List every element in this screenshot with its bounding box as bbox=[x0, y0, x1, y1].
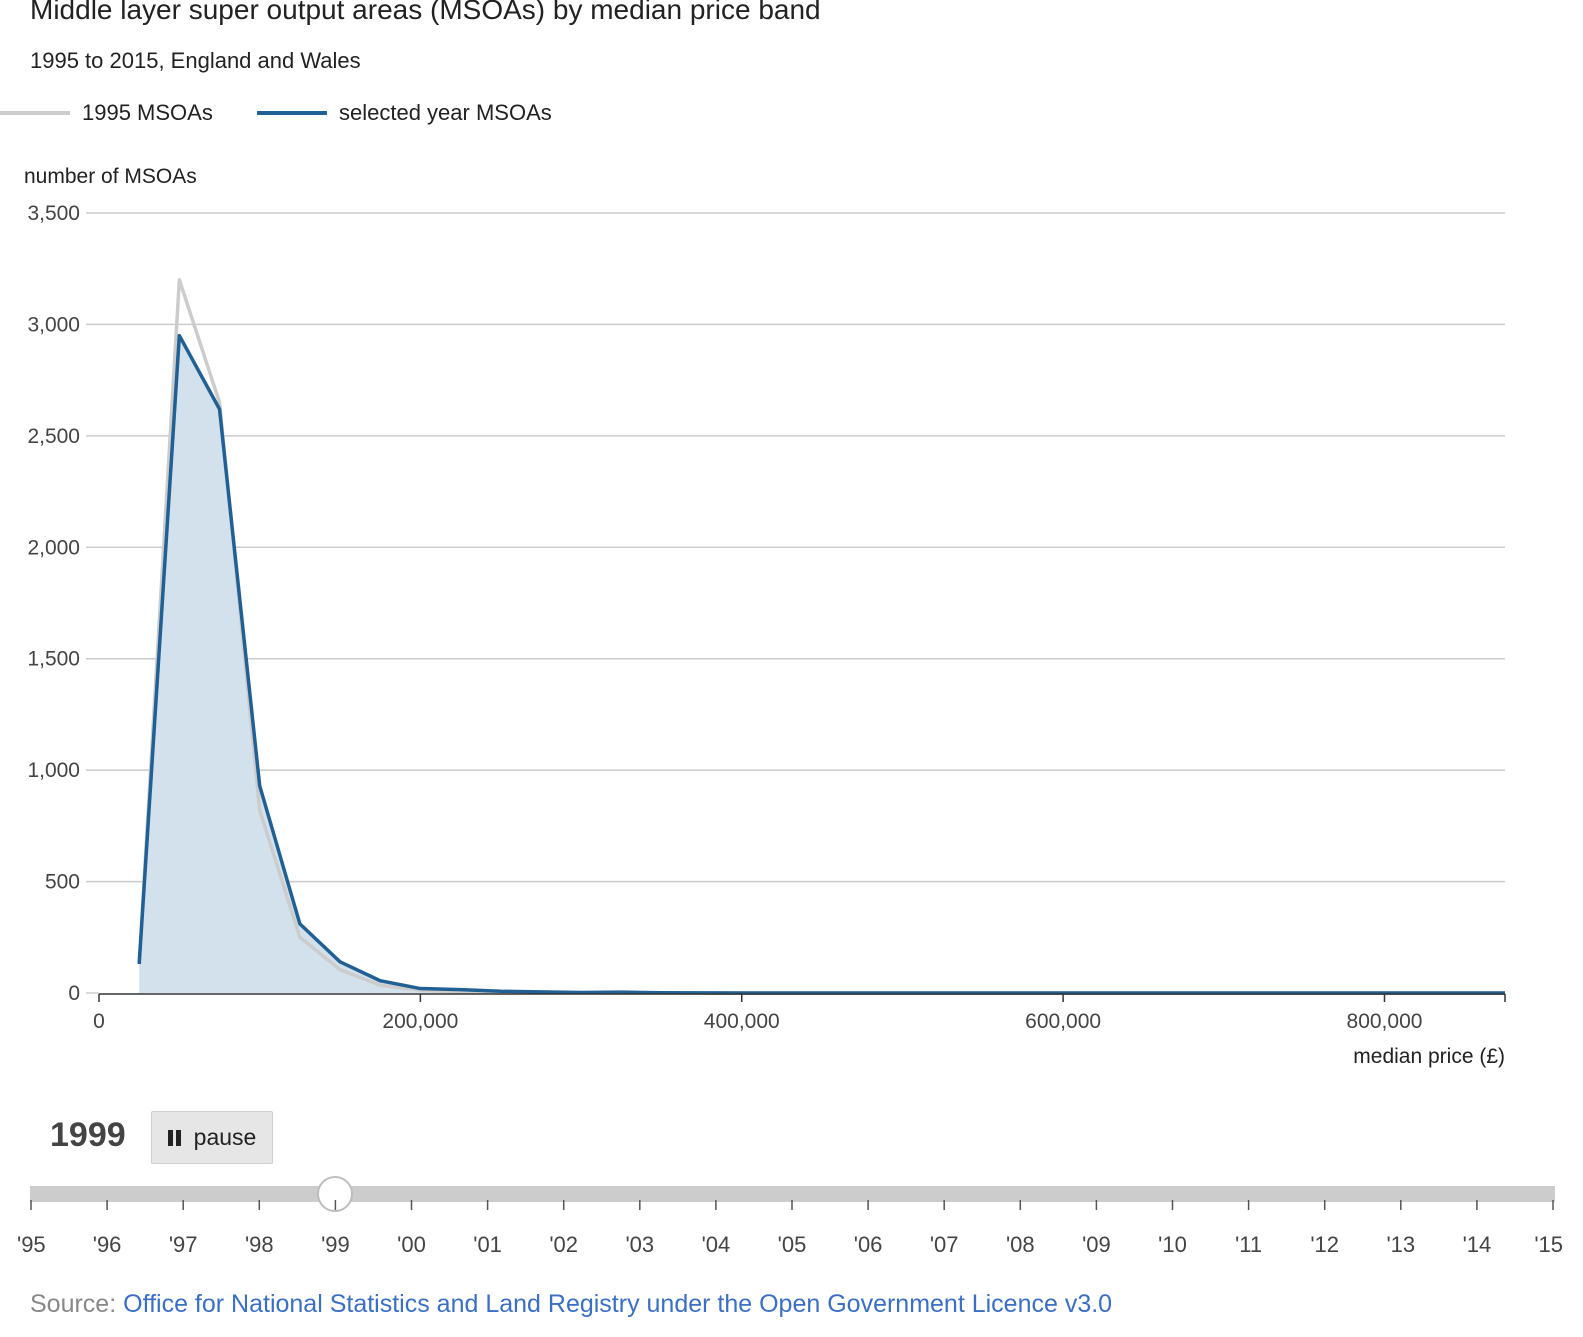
timeline-year-label[interactable]: '06 bbox=[854, 1232, 883, 1257]
timeline-year-label[interactable]: '03 bbox=[625, 1232, 654, 1257]
timeline-year-label[interactable]: '13 bbox=[1386, 1232, 1415, 1257]
current-year-label: 1999 bbox=[50, 1116, 126, 1154]
year-slider-track[interactable] bbox=[30, 1186, 1555, 1202]
timeline-year-label[interactable]: '05 bbox=[778, 1232, 807, 1257]
chart-title: Middle layer super output areas (MSOAs) … bbox=[30, 0, 821, 25]
timeline-year-label[interactable]: '98 bbox=[245, 1232, 274, 1257]
timeline-year-label[interactable]: '07 bbox=[930, 1232, 959, 1257]
y-tick-label: 3,000 bbox=[27, 313, 80, 336]
x-tick-label: 200,000 bbox=[382, 1010, 458, 1033]
timeline-year-label[interactable]: '95 bbox=[17, 1232, 46, 1257]
y-tick-label: 0 bbox=[68, 982, 80, 1005]
legend-item-selected-year: selected year MSOAs bbox=[257, 100, 552, 126]
series-line-selected-year bbox=[137, 333, 1505, 995]
timeline-year-label[interactable]: '96 bbox=[93, 1232, 122, 1257]
timeline-year-label[interactable]: '11 bbox=[1235, 1232, 1262, 1257]
y-tick-label: 1,000 bbox=[27, 759, 80, 782]
timeline-year-label[interactable]: '04 bbox=[702, 1232, 731, 1257]
pause-button-label: pause bbox=[193, 1124, 257, 1150]
pause-button[interactable]: pause bbox=[151, 1111, 273, 1164]
series-line-1995 bbox=[137, 278, 1505, 995]
legend-swatch-selected-year bbox=[257, 111, 327, 115]
source-prefix: Source: bbox=[30, 1290, 117, 1318]
legend-item-1995: 1995 MSOAs bbox=[0, 100, 213, 126]
y-axis-label: number of MSOAs bbox=[24, 165, 197, 188]
legend-swatch-1995 bbox=[0, 111, 70, 115]
timeline-year-label[interactable]: '01 bbox=[473, 1232, 502, 1257]
y-tick-label: 1,500 bbox=[27, 648, 80, 671]
y-tick-label: 3,500 bbox=[27, 202, 80, 225]
y-tick-label: 2,000 bbox=[27, 536, 80, 559]
x-tick-label: 600,000 bbox=[1025, 1010, 1101, 1033]
x-tick-label: 400,000 bbox=[704, 1010, 780, 1033]
timeline-year-label[interactable]: '14 bbox=[1463, 1232, 1492, 1257]
timeline-year-label[interactable]: '97 bbox=[169, 1232, 198, 1257]
x-tick-label: 0 bbox=[93, 1010, 105, 1033]
timeline-year-label[interactable]: '00 bbox=[397, 1232, 426, 1257]
timeline-year-label[interactable]: '09 bbox=[1082, 1232, 1111, 1257]
timeline-year-label[interactable]: '15 bbox=[1534, 1232, 1563, 1257]
chart-subtitle: 1995 to 2015, England and Wales bbox=[30, 48, 361, 73]
timeline-year-label[interactable]: '99 bbox=[321, 1232, 350, 1257]
timeline-year-label[interactable]: '08 bbox=[1006, 1232, 1035, 1257]
y-tick-label: 2,500 bbox=[27, 425, 80, 448]
x-tick-label: 800,000 bbox=[1347, 1010, 1423, 1033]
pause-icon bbox=[167, 1129, 182, 1146]
timeline-year-label[interactable]: '02 bbox=[549, 1232, 578, 1257]
source-link[interactable]: Office for National Statistics and Land … bbox=[123, 1290, 1113, 1318]
y-tick-label: 500 bbox=[45, 871, 80, 894]
timeline-year-label[interactable]: '10 bbox=[1158, 1232, 1187, 1257]
area-chart: 0 500 1,000 1,500 2,000 2,500 3,000 3,500 number… bbox=[24, 165, 1506, 1068]
x-axis-label: median price (£) bbox=[1353, 1045, 1505, 1068]
source-note: Source: Office for National Statistics a… bbox=[30, 1290, 1112, 1319]
legend-label-selected-year: selected year MSOAs bbox=[339, 100, 552, 125]
selected-year-area bbox=[139, 335, 1506, 994]
legend-label-1995: 1995 MSOAs bbox=[82, 100, 213, 125]
year-timeline-axis: '95 '96 '97 '98 '99 '00 '01 '02 '03 '04 '05 '06 '07 '… bbox=[17, 1200, 1563, 1257]
timeline-year-label[interactable]: '12 bbox=[1310, 1232, 1339, 1257]
